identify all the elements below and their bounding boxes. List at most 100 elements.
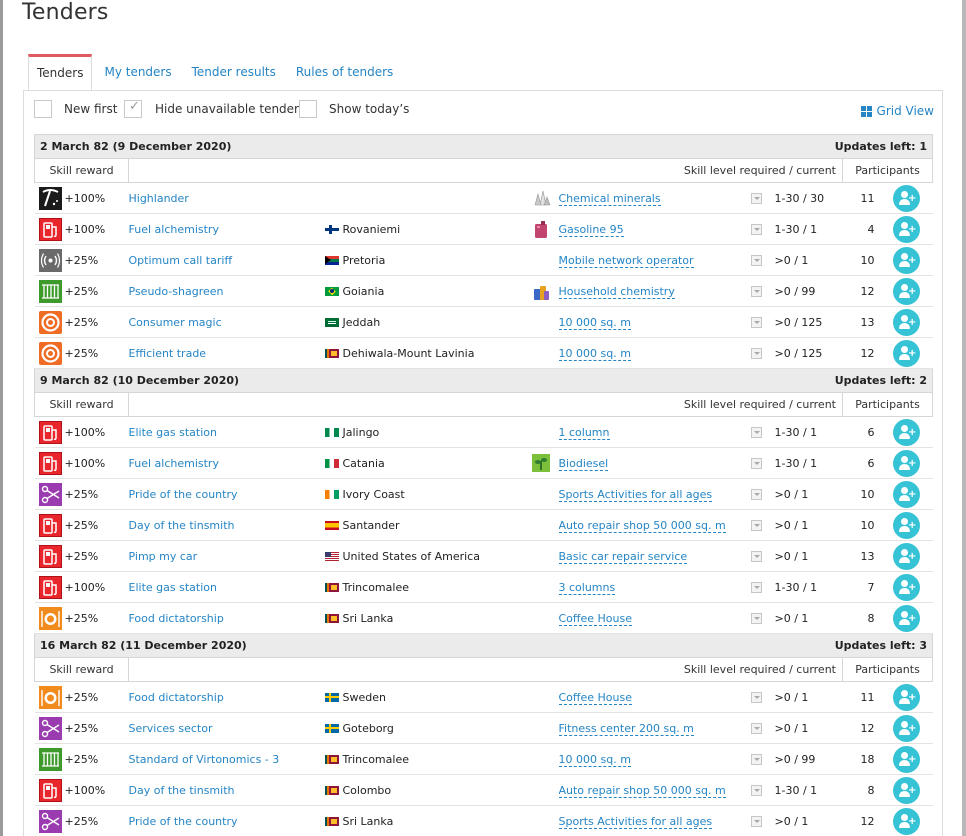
tender-row: +25% Services sector Goteborg Fitness ce… <box>34 712 933 744</box>
skill-reward-header: Skill reward <box>34 158 129 183</box>
join-tender-button[interactable]: + <box>893 807 921 835</box>
join-tender-button[interactable]: + <box>893 215 921 243</box>
join-tender-button[interactable]: + <box>893 683 921 711</box>
tender-name-link[interactable]: Elite gas station <box>128 425 217 439</box>
skill-level: 1-30 / 1 <box>774 447 843 479</box>
join-tender-button[interactable]: + <box>893 604 921 632</box>
product-link[interactable]: 10 000 sq. m <box>558 752 631 767</box>
join-tender-button[interactable]: + <box>893 246 921 274</box>
flag-it-icon <box>324 458 339 468</box>
join-tender-button[interactable]: + <box>893 308 921 336</box>
join-tender-button[interactable]: + <box>893 277 921 305</box>
product-link[interactable]: Fitness center 200 sq. m <box>558 721 694 736</box>
participants-count: 11 <box>842 182 881 214</box>
join-tender-button[interactable]: + <box>893 745 921 773</box>
join-tender-button[interactable]: + <box>893 418 921 446</box>
tender-name-link[interactable]: Pride of the country <box>128 814 238 828</box>
tab-my-tenders[interactable]: My tenders <box>104 65 172 79</box>
expand-dropdown-icon[interactable] <box>750 192 762 204</box>
participants-count: 12 <box>842 712 881 744</box>
tender-name-link[interactable]: Food dictatorship <box>128 611 224 625</box>
skill-reward: +25% <box>62 306 129 338</box>
checkmark-icon: ✓ <box>129 99 140 114</box>
participants-count: 4 <box>842 213 881 245</box>
join-tender-button[interactable]: + <box>893 184 921 212</box>
tender-name-link[interactable]: Elite gas station <box>128 580 217 594</box>
product-link[interactable]: Sports Activities for all ages <box>558 487 713 502</box>
tab-rules-of-tenders[interactable]: Rules of tenders <box>295 65 394 79</box>
participants-header: Participants <box>841 657 934 682</box>
tab-tender-results[interactable]: Tender results <box>191 65 276 79</box>
expand-dropdown-icon[interactable] <box>750 581 762 593</box>
grid-view-link[interactable]: Grid View <box>860 104 934 118</box>
expand-dropdown-icon[interactable] <box>750 722 762 734</box>
tender-name-link[interactable]: Services sector <box>128 721 213 735</box>
fuel-pump-icon <box>38 513 62 537</box>
product-link[interactable]: Auto repair shop 50 000 sq. m <box>558 783 726 798</box>
expand-dropdown-icon[interactable] <box>750 784 762 796</box>
updates-left: Updates left: 1 <box>834 140 928 153</box>
show-today-label: Show today’s <box>329 102 410 116</box>
expand-dropdown-icon[interactable] <box>750 488 762 500</box>
tender-name-link[interactable]: Pimp my car <box>128 549 198 563</box>
updates-left: Updates left: 3 <box>834 639 928 652</box>
expand-dropdown-icon[interactable] <box>750 691 762 703</box>
expand-dropdown-icon[interactable] <box>750 815 762 827</box>
expand-dropdown-icon[interactable] <box>750 753 762 765</box>
product-link[interactable]: Auto repair shop 50 000 sq. m <box>558 518 726 533</box>
product-link[interactable]: Sports Activities for all ages <box>558 814 713 829</box>
join-tender-button[interactable]: + <box>893 480 921 508</box>
tender-row: +25% Pimp my car United States of Americ… <box>34 540 933 572</box>
join-tender-button[interactable]: + <box>893 511 921 539</box>
tender-name-link[interactable]: Optimum call tariff <box>128 253 233 267</box>
skill-reward: +25% <box>62 681 129 713</box>
hide-unavailable-checkbox[interactable]: ✓ <box>124 99 142 118</box>
join-tender-button[interactable]: + <box>893 339 921 367</box>
join-tender-button[interactable]: + <box>893 542 921 570</box>
tender-row: +25% Efficient trade Dehiwala-Mount Lavi… <box>34 337 933 369</box>
join-tender-button[interactable]: + <box>893 449 921 477</box>
tender-name-link[interactable]: Pseudo-shagreen <box>128 284 224 298</box>
expand-dropdown-icon[interactable] <box>750 285 762 297</box>
tab-tenders[interactable]: Tenders <box>28 54 93 91</box>
product-link[interactable]: 10 000 sq. m <box>558 346 631 361</box>
tender-name-link[interactable]: Standard of Virtonomics - 3 <box>128 752 280 766</box>
product-link[interactable]: Basic car repair service <box>558 549 688 564</box>
product-link[interactable]: Mobile network operator <box>558 253 694 268</box>
expand-dropdown-icon[interactable] <box>750 550 762 562</box>
product-link[interactable]: Household chemistry <box>558 284 675 299</box>
product-link[interactable]: 1 column <box>558 425 610 440</box>
join-tender-button[interactable]: + <box>893 573 921 601</box>
expand-dropdown-icon[interactable] <box>750 426 762 438</box>
tender-name-link[interactable]: Food dictatorship <box>128 690 224 704</box>
participants-count: 10 <box>842 478 881 510</box>
tender-name-link[interactable]: Day of the tinsmith <box>128 783 235 797</box>
tender-name-link[interactable]: Fuel alchemistry <box>128 222 219 236</box>
join-tender-button[interactable]: + <box>893 714 921 742</box>
product-link[interactable]: Coffee House <box>558 611 632 626</box>
tender-name-link[interactable]: Pride of the country <box>128 487 238 501</box>
new-first-checkbox[interactable] <box>34 100 52 118</box>
product-link[interactable]: Chemical minerals <box>558 191 661 206</box>
product-link[interactable]: Gasoline 95 <box>558 222 624 237</box>
expand-dropdown-icon[interactable] <box>750 519 762 531</box>
join-tender-button[interactable]: + <box>893 776 921 804</box>
tender-name-link[interactable]: Efficient trade <box>128 346 207 360</box>
expand-dropdown-icon[interactable] <box>750 223 762 235</box>
product-link[interactable]: Coffee House <box>558 690 632 705</box>
tender-name-link[interactable]: Day of the tinsmith <box>128 518 235 532</box>
tender-name-link[interactable]: Fuel alchemistry <box>128 456 219 470</box>
flag-se-icon <box>324 692 339 702</box>
expand-dropdown-icon[interactable] <box>750 612 762 624</box>
tender-name-link[interactable]: Highlander <box>128 191 189 205</box>
participants-count: 8 <box>842 602 881 634</box>
expand-dropdown-icon[interactable] <box>750 254 762 266</box>
product-link[interactable]: 10 000 sq. m <box>558 315 631 330</box>
expand-dropdown-icon[interactable] <box>750 316 762 328</box>
expand-dropdown-icon[interactable] <box>750 457 762 469</box>
tender-name-link[interactable]: Consumer magic <box>128 315 222 329</box>
product-link[interactable]: 3 columns <box>558 580 616 595</box>
product-link[interactable]: Biodiesel <box>558 456 609 471</box>
expand-dropdown-icon[interactable] <box>750 347 762 359</box>
show-today-checkbox[interactable] <box>299 100 317 118</box>
